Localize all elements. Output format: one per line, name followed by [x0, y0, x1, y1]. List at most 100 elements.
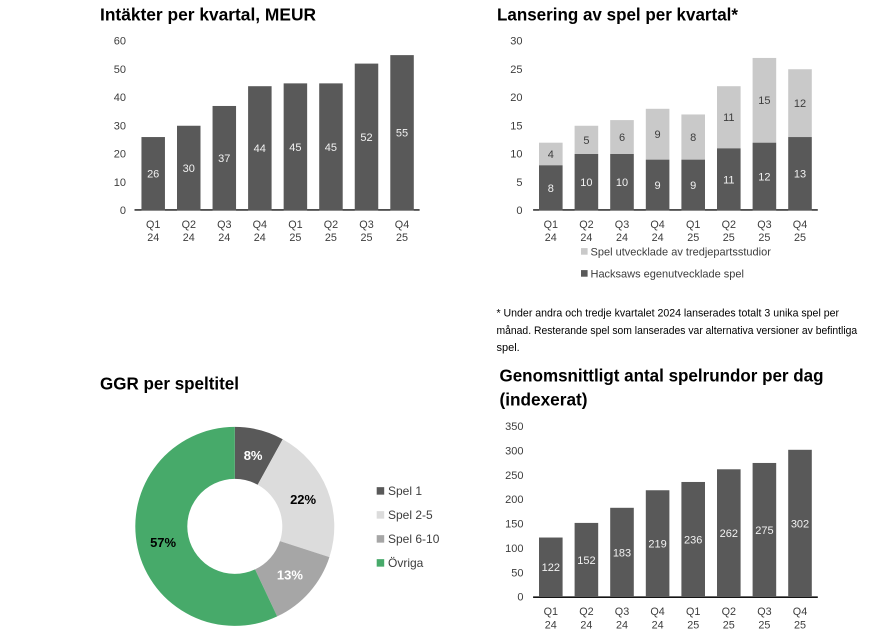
svg-text:GGR per speltitel: GGR per speltitel: [100, 374, 239, 394]
svg-text:302: 302: [791, 518, 809, 530]
svg-text:8: 8: [548, 183, 554, 195]
svg-text:25: 25: [723, 620, 735, 632]
svg-text:350: 350: [505, 421, 523, 433]
svg-text:Q1: Q1: [686, 606, 700, 618]
svg-text:24: 24: [616, 232, 628, 244]
svg-text:25: 25: [289, 232, 301, 244]
svg-text:183: 183: [613, 547, 631, 559]
svg-text:6: 6: [619, 132, 625, 144]
svg-text:100: 100: [505, 543, 523, 555]
svg-text:0: 0: [120, 205, 126, 217]
svg-text:Q4: Q4: [793, 219, 807, 231]
svg-text:Q3: Q3: [615, 606, 629, 618]
svg-text:15: 15: [758, 95, 770, 107]
svg-text:Q2: Q2: [722, 606, 736, 618]
svg-text:25: 25: [758, 620, 770, 632]
svg-text:Q1: Q1: [544, 219, 558, 231]
svg-text:Q1: Q1: [544, 606, 558, 618]
svg-text:9: 9: [655, 180, 661, 192]
svg-text:Intäkter per kvartal, MEUR: Intäkter per kvartal, MEUR: [100, 5, 316, 25]
svg-text:30: 30: [183, 163, 195, 175]
svg-text:(indexerat): (indexerat): [500, 389, 588, 409]
svg-text:24: 24: [147, 232, 159, 244]
svg-text:55: 55: [396, 128, 408, 140]
svg-text:44: 44: [254, 143, 266, 155]
svg-text:24: 24: [580, 620, 592, 632]
svg-text:9: 9: [655, 129, 661, 141]
svg-text:0: 0: [516, 205, 522, 217]
svg-text:24: 24: [652, 232, 664, 244]
svg-text:Hacksaws egenutvecklade spel: Hacksaws egenutvecklade spel: [591, 268, 744, 280]
svg-text:Q4: Q4: [650, 606, 664, 618]
svg-text:24: 24: [218, 232, 230, 244]
svg-text:262: 262: [720, 528, 738, 540]
svg-text:24: 24: [580, 232, 592, 244]
svg-text:Q2: Q2: [722, 219, 736, 231]
svg-text:Q3: Q3: [217, 219, 231, 231]
svg-text:11: 11: [723, 174, 734, 186]
svg-text:10: 10: [616, 177, 628, 189]
svg-text:26: 26: [147, 169, 159, 181]
svg-text:5: 5: [516, 177, 522, 189]
svg-text:20: 20: [114, 149, 126, 161]
svg-text:Q3: Q3: [359, 219, 373, 231]
svg-text:45: 45: [289, 142, 301, 154]
svg-text:5: 5: [583, 135, 589, 147]
svg-text:60: 60: [114, 36, 126, 48]
svg-text:Q2: Q2: [579, 219, 593, 231]
svg-text:250: 250: [505, 470, 523, 482]
svg-text:10: 10: [510, 149, 522, 161]
svg-text:275: 275: [755, 525, 773, 537]
svg-text:* Under andra och tredje kvart: * Under andra och tredje kvartalet 2024 …: [497, 308, 840, 320]
svg-text:Q4: Q4: [395, 219, 409, 231]
svg-text:13: 13: [794, 169, 806, 181]
svg-text:25: 25: [794, 232, 806, 244]
svg-text:8%: 8%: [244, 448, 263, 463]
svg-text:Spel 2-5: Spel 2-5: [388, 508, 433, 522]
svg-text:24: 24: [545, 620, 557, 632]
svg-text:30: 30: [510, 36, 522, 48]
svg-text:månad. Resterande spel som lan: månad. Resterande spel som lanserades va…: [497, 325, 859, 337]
svg-text:Q3: Q3: [757, 219, 771, 231]
svg-text:Q1: Q1: [686, 219, 700, 231]
svg-text:30: 30: [114, 120, 126, 132]
svg-text:Q3: Q3: [757, 606, 771, 618]
svg-text:Spel utvecklade av tredjeparts: Spel utvecklade av tredjepartsstudior: [591, 246, 772, 258]
svg-text:9: 9: [690, 180, 696, 192]
svg-text:25: 25: [758, 232, 770, 244]
svg-text:15: 15: [510, 120, 522, 132]
svg-text:Övriga: Övriga: [388, 556, 424, 570]
svg-text:122: 122: [542, 562, 560, 574]
svg-text:Q4: Q4: [650, 219, 664, 231]
svg-text:25: 25: [723, 232, 735, 244]
svg-text:40: 40: [114, 92, 126, 104]
svg-text:Q1: Q1: [146, 219, 160, 231]
svg-text:24: 24: [254, 232, 266, 244]
svg-text:13%: 13%: [277, 568, 303, 583]
svg-text:25: 25: [510, 64, 522, 76]
svg-text:Genomsnittligt antal spelrundo: Genomsnittligt antal spelrundor per dag: [500, 365, 824, 385]
svg-text:50: 50: [114, 64, 126, 76]
svg-text:25: 25: [687, 232, 699, 244]
svg-text:25: 25: [687, 620, 699, 632]
svg-text:Q1: Q1: [288, 219, 302, 231]
svg-text:10: 10: [114, 177, 126, 189]
svg-text:Q2: Q2: [324, 219, 338, 231]
svg-text:24: 24: [545, 232, 557, 244]
svg-text:219: 219: [648, 539, 666, 551]
svg-text:24: 24: [183, 232, 195, 244]
svg-text:Spel 1: Spel 1: [388, 484, 422, 498]
svg-text:152: 152: [577, 555, 595, 567]
svg-text:8: 8: [690, 132, 696, 144]
svg-text:45: 45: [325, 142, 337, 154]
svg-text:25: 25: [325, 232, 337, 244]
svg-text:4: 4: [548, 149, 554, 161]
svg-text:spel.: spel.: [497, 342, 520, 354]
svg-text:12: 12: [794, 98, 806, 110]
svg-text:22%: 22%: [290, 492, 316, 507]
svg-text:24: 24: [652, 620, 664, 632]
svg-text:Spel 6-10: Spel 6-10: [388, 532, 440, 546]
svg-text:52: 52: [360, 132, 372, 144]
svg-text:0: 0: [517, 592, 523, 604]
svg-text:10: 10: [580, 177, 592, 189]
